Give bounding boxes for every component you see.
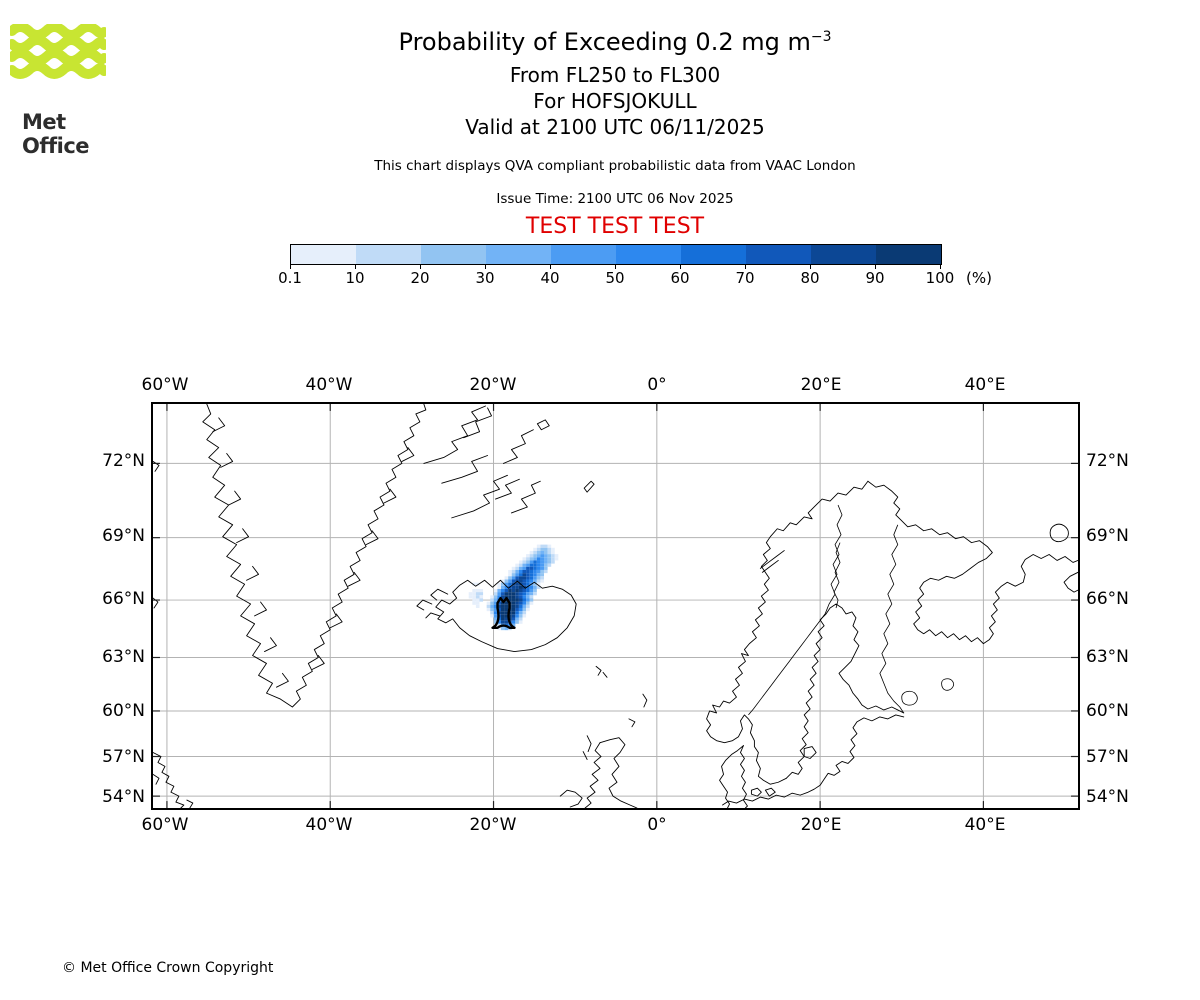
colorbar-tick-label: 40	[540, 269, 560, 287]
lon-label-bottom: 20°E	[800, 815, 842, 835]
lon-label-top: 20°E	[800, 375, 842, 395]
lat-label-left: 63°N	[102, 647, 145, 667]
colorbar-segment-10	[876, 245, 941, 264]
test-banner: TEST TEST TEST	[525, 214, 705, 239]
colorbar-segment-3	[421, 245, 486, 264]
colorbar-tick-label: 60	[670, 269, 690, 287]
colorbar-segment-9	[811, 245, 876, 264]
lon-label-bottom: 40°E	[964, 815, 1006, 835]
colorbar-tick	[550, 265, 551, 269]
colorbar-segment-5	[551, 245, 616, 264]
lon-label-bottom: 0°	[647, 815, 667, 835]
lon-label-bottom: 60°W	[141, 815, 189, 835]
map-canvas	[151, 402, 1080, 810]
met-office-logo: Met Office	[10, 24, 120, 158]
lat-label-left: 60°N	[102, 701, 145, 721]
lat-label-right: 72°N	[1086, 451, 1129, 471]
lat-label-right: 54°N	[1086, 787, 1129, 807]
subtitle-flight-levels: From FL250 to FL300	[509, 63, 721, 87]
lon-label-bottom: 20°W	[469, 815, 517, 835]
lat-label-left: 72°N	[102, 451, 145, 471]
qva-description: This chart displays QVA compliant probab…	[374, 158, 856, 174]
colorbar-tick	[810, 265, 811, 269]
colorbar-tick-label: 90	[865, 269, 885, 287]
colorbar-tick-label: 100	[925, 269, 955, 287]
subtitle-volcano: For HOFSJOKULL	[533, 89, 697, 113]
colorbar-tick	[290, 265, 291, 269]
logo-waves-icon	[10, 24, 106, 79]
lon-label-top: 40°W	[305, 375, 353, 395]
colorbar-tick	[355, 265, 356, 269]
lat-label-right: 60°N	[1086, 701, 1129, 721]
lat-label-right: 63°N	[1086, 647, 1129, 667]
lon-label-bottom: 40°W	[305, 815, 353, 835]
colorbar-tick-label: 50	[605, 269, 625, 287]
lon-label-top: 20°W	[469, 375, 517, 395]
coastlines	[153, 404, 1078, 808]
lon-label-top: 40°E	[964, 375, 1006, 395]
page-title: Probability of Exceeding 0.2 mg m−3	[398, 28, 832, 56]
volcano-marker	[491, 596, 516, 629]
colorbar-unit-label: (%)	[966, 269, 992, 287]
title-exponent: −3	[810, 29, 832, 45]
colorbar-tick	[485, 265, 486, 269]
issue-time: Issue Time: 2100 UTC 06 Nov 2025	[496, 191, 734, 207]
ash-plume	[468, 544, 559, 631]
colorbar-segment-7	[681, 245, 746, 264]
lat-label-left: 54°N	[102, 787, 145, 807]
lat-label-left: 66°N	[102, 589, 145, 609]
colorbar-segment-1	[291, 245, 356, 264]
lat-label-right: 69°N	[1086, 526, 1129, 546]
colorbar-tick	[745, 265, 746, 269]
probability-colorbar	[290, 244, 942, 265]
lat-label-left: 57°N	[102, 747, 145, 767]
colorbar-tick	[615, 265, 616, 269]
colorbar-tick	[875, 265, 876, 269]
gridlines	[153, 404, 1078, 808]
colorbar-segment-2	[356, 245, 421, 264]
colorbar-segment-6	[616, 245, 681, 264]
subtitle-valid-time: Valid at 2100 UTC 06/11/2025	[465, 115, 765, 139]
colorbar-tick-label: 0.1	[278, 269, 302, 287]
colorbar-segment-8	[746, 245, 811, 264]
colorbar-tick-label: 10	[345, 269, 365, 287]
colorbar-segment-4	[486, 245, 551, 264]
colorbar-tick	[940, 265, 941, 269]
colorbar-tick	[420, 265, 421, 269]
logo-text: Met Office	[22, 110, 90, 158]
colorbar-tick-label: 80	[800, 269, 820, 287]
map-ticks	[153, 404, 1078, 808]
colorbar-tick-label: 20	[410, 269, 430, 287]
country-borders	[748, 504, 905, 716]
lat-label-right: 57°N	[1086, 747, 1129, 767]
lon-label-top: 60°W	[141, 375, 189, 395]
colorbar-tick-label: 30	[475, 269, 495, 287]
copyright-text: © Met Office Crown Copyright	[62, 960, 274, 976]
colorbar-tick-label: 70	[735, 269, 755, 287]
lat-label-left: 69°N	[102, 526, 145, 546]
lat-label-right: 66°N	[1086, 589, 1129, 609]
colorbar-tick	[680, 265, 681, 269]
lon-label-top: 0°	[647, 375, 667, 395]
